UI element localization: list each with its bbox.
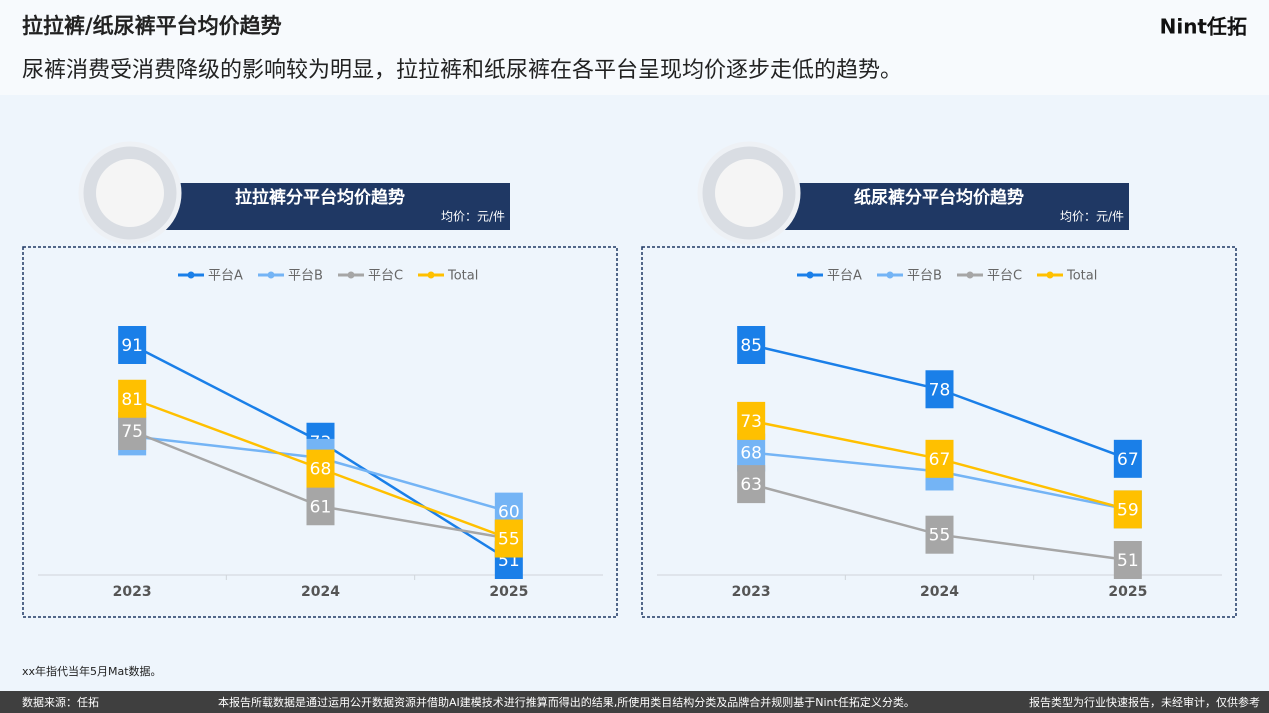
x-tick-label: 2025	[1108, 584, 1147, 600]
data-label: 63	[740, 475, 762, 495]
data-label-bg	[306, 449, 335, 488]
data-label: 81	[121, 390, 143, 410]
data-label: 59	[1117, 500, 1139, 520]
data-label: 68	[740, 444, 762, 464]
data-label: 91	[121, 336, 143, 356]
chart-title: 拉拉裤分平台均价趋势	[235, 187, 405, 208]
chart-frame	[641, 246, 1237, 618]
x-tick-label: 2023	[732, 584, 771, 600]
data-label: 55	[929, 526, 951, 546]
legend-label: 平台B	[907, 269, 942, 284]
data-label-bg	[1113, 439, 1142, 478]
header-bg	[0, 0, 1269, 95]
data-label: 60	[498, 503, 520, 523]
legend-dot	[187, 271, 195, 279]
title-banner	[160, 183, 510, 230]
page-subtitle: 尿裤消费受消费降级的影响较为明显，拉拉裤和纸尿裤在各平台呈现均价逐步走低的趋势。	[22, 58, 902, 83]
data-label-bg	[118, 412, 147, 450]
legend-label: Total	[1066, 269, 1097, 284]
data-label: 55	[498, 530, 520, 550]
data-label: 68	[310, 460, 332, 480]
data-label: 61	[310, 497, 332, 517]
data-label-bg	[1113, 541, 1142, 579]
data-label: 75	[121, 422, 143, 442]
brand: Nint任拓	[1160, 15, 1247, 39]
data-label-bg	[118, 326, 147, 364]
data-label-bg	[737, 401, 766, 440]
footer-disclaimer: 本报告所载数据是通过运用公开数据资源并借助AI建模技术进行推算而得出的结果,所使…	[218, 695, 915, 709]
legend-label: 平台C	[368, 269, 403, 284]
data-label-bg	[118, 379, 147, 418]
footer-bar	[0, 691, 1269, 713]
data-label-bg	[494, 519, 523, 558]
legend-dot	[806, 271, 814, 279]
chart-frame	[22, 246, 618, 618]
footer-source: 数据来源：任拓	[22, 695, 99, 709]
data-label-bg	[306, 487, 335, 526]
legend-dot	[347, 271, 355, 279]
unit-label: 均价：元/件	[1060, 210, 1124, 224]
x-tick-label: 2023	[113, 584, 152, 600]
legend-label: 平台C	[987, 269, 1022, 284]
data-label-bg	[925, 515, 954, 554]
data-label: 51	[1117, 551, 1139, 571]
x-tick-label: 2025	[489, 584, 528, 600]
x-tick-label: 2024	[301, 584, 340, 600]
legend-label: Total	[447, 269, 478, 284]
product-image-inner	[96, 159, 164, 227]
x-tick-label: 2024	[920, 584, 959, 600]
legend-dot	[427, 271, 435, 279]
data-label: 85	[740, 336, 762, 356]
data-label-bg	[737, 326, 766, 364]
footer-report-type: 报告类型为行业快速报告，未经审计，仅供参考	[1029, 695, 1260, 709]
legend-label: 平台A	[827, 269, 862, 284]
legend-dot	[267, 271, 275, 279]
data-label-bg	[737, 465, 766, 504]
chart-title: 纸尿裤分平台均价趋势	[854, 187, 1024, 208]
legend-label: 平台B	[288, 269, 323, 284]
data-label-bg	[925, 439, 954, 478]
legend-label: 平台A	[208, 269, 243, 284]
data-label: 73	[740, 412, 762, 432]
product-image-inner	[715, 159, 783, 227]
page-title: 拉拉裤/纸尿裤平台均价趋势	[22, 14, 282, 38]
title-banner	[779, 183, 1129, 230]
note: xx年指代当年5月Mat数据。	[22, 664, 162, 678]
data-label: 67	[1117, 450, 1139, 470]
data-label: 78	[929, 380, 951, 400]
data-label-bg	[925, 370, 954, 409]
data-label: 67	[929, 450, 951, 470]
legend-dot	[1046, 271, 1054, 279]
legend-dot	[886, 271, 894, 279]
unit-label: 均价：元/件	[441, 210, 505, 224]
data-label-bg	[1113, 490, 1142, 529]
legend-dot	[966, 271, 974, 279]
